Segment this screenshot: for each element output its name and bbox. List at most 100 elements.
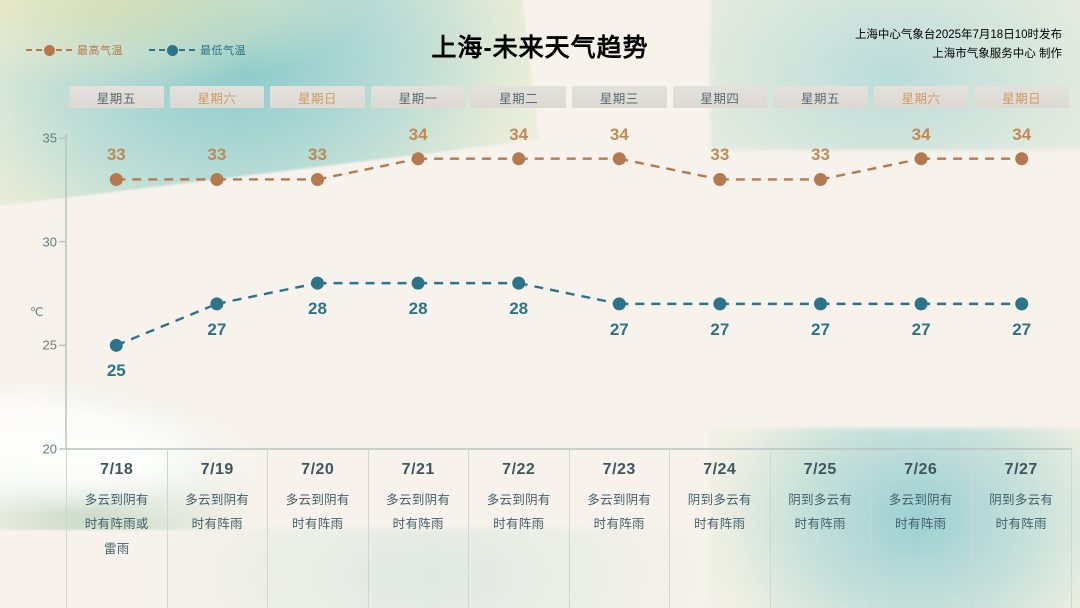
weekday-pill[interactable]: 星期六 xyxy=(873,86,969,108)
forecast-description-line: 时有阵雨或 xyxy=(84,517,149,532)
forecast-description: 多云到阴有 时有阵雨 xyxy=(578,488,662,537)
data-point-marker[interactable] xyxy=(109,338,123,352)
forecast-date: 7/20 xyxy=(301,461,335,478)
data-point-marker[interactable] xyxy=(512,276,526,290)
series-segment xyxy=(619,157,721,181)
forecast-day-cell[interactable]: 7/20 多云到阴有 时有阵雨 xyxy=(267,449,368,608)
issue-time-text: 上海中心气象台2025年7月18日10时发布 xyxy=(854,29,1062,41)
forecast-date: 7/18 xyxy=(100,461,134,478)
data-point-marker[interactable] xyxy=(1015,152,1029,166)
data-point-label: 33 xyxy=(710,145,730,165)
weekday-pill[interactable]: 星期五 xyxy=(69,86,164,108)
forecast-description-line: 时有阵雨 xyxy=(191,517,243,532)
data-point-marker[interactable] xyxy=(612,297,626,311)
data-point-marker[interactable] xyxy=(210,297,224,311)
data-point-marker[interactable] xyxy=(109,172,123,186)
data-point-label: 33 xyxy=(308,145,327,165)
forecast-day-cell[interactable]: 7/18 多云到阴有时有阵雨或雷雨 xyxy=(66,449,167,608)
forecast-day-cell[interactable]: 7/21 多云到阴有时有阵雨 xyxy=(367,449,469,608)
data-point-label: 28 xyxy=(509,299,529,319)
data-point-label: 27 xyxy=(1012,319,1032,339)
y-axis-tick-label: 25 xyxy=(42,337,57,353)
data-point-label: 27 xyxy=(710,319,730,339)
forecast-date: 7/22 xyxy=(502,461,536,478)
series-segment xyxy=(820,157,922,181)
forecast-description: 多云到阴有 时有阵雨 xyxy=(176,488,260,537)
forecast-description: 阴到多云有 时有阵雨 xyxy=(779,488,863,537)
forecast-date: 7/21 xyxy=(401,461,435,478)
weekday-cell: 星期五 xyxy=(66,85,167,109)
weekday-pill[interactable]: 星期六 xyxy=(169,86,265,108)
y-axis-unit-label: ℃ xyxy=(30,305,44,319)
weekday-pill[interactable]: 星期四 xyxy=(672,86,768,108)
weekday-cell: 星期二 xyxy=(468,85,569,109)
data-point-marker[interactable] xyxy=(814,297,827,311)
forecast-description-line: 雷雨 xyxy=(103,541,130,556)
data-point-label: 28 xyxy=(308,299,327,319)
data-point-marker[interactable] xyxy=(210,172,224,186)
forecast-description-line: 多云到阴有 xyxy=(185,493,250,507)
forecast-description-line: 阴到多云有 xyxy=(989,493,1054,507)
data-point-marker[interactable] xyxy=(814,172,827,186)
data-point-label: 33 xyxy=(207,145,227,165)
data-point-marker[interactable] xyxy=(411,152,425,166)
data-point-label: 34 xyxy=(509,124,529,144)
weekday-pill-row: 星期五 星期六 星期日 星期一 星期二 星期三 星期四 星期五 星期六 星期日 xyxy=(66,85,1072,109)
forecast-date: 7/25 xyxy=(803,461,837,478)
forecast-description-line: 多云到阴有 xyxy=(888,493,953,507)
forecast-day-cell[interactable]: 7/25 阴到多云有时有阵雨 xyxy=(769,449,871,608)
forecast-description-line: 阴到多云有 xyxy=(788,493,853,507)
forecast-description-line: 时有阵雨 xyxy=(292,517,344,532)
weekday-pill[interactable]: 星期日 xyxy=(270,86,365,108)
series-segment xyxy=(518,281,620,306)
weekday-pill[interactable]: 星期三 xyxy=(571,86,667,108)
y-axis-tick-label: 30 xyxy=(42,234,57,250)
forecast-description-line: 时有阵雨 xyxy=(392,517,444,532)
data-point-marker[interactable] xyxy=(713,297,727,311)
forecast-description-line: 多云到阴有 xyxy=(386,493,451,507)
forecast-day-cell[interactable]: 7/23 多云到阴有 时有阵雨 xyxy=(568,449,670,608)
series-segment xyxy=(216,281,318,306)
forecast-day-cell[interactable]: 7/22 多云到阴有 时有阵雨 xyxy=(468,449,569,608)
forecast-day-cell[interactable]: 7/26 多云到阴有时有阵雨 xyxy=(870,449,971,608)
data-point-label: 27 xyxy=(811,319,830,339)
forecast-description-line: 多云到阴有 xyxy=(587,493,652,507)
data-point-marker[interactable] xyxy=(311,172,324,186)
forecast-date: 7/24 xyxy=(703,461,737,478)
data-point-marker[interactable] xyxy=(612,152,626,166)
weekday-pill[interactable]: 星期二 xyxy=(471,86,566,108)
series-segment xyxy=(317,157,419,181)
data-point-marker[interactable] xyxy=(914,152,928,166)
weekday-pill[interactable]: 星期一 xyxy=(370,86,466,108)
forecast-day-cell[interactable]: 7/24 阴到多云有 时有阵雨 xyxy=(669,449,770,608)
issuer-metadata: 上海中心气象台2025年7月18日10时发布 上海市气象服务中心 制作 xyxy=(855,26,1062,64)
data-point-label: 28 xyxy=(408,299,428,319)
data-point-marker[interactable] xyxy=(512,152,526,166)
weekday-pill[interactable]: 星期日 xyxy=(974,86,1069,108)
forecast-description: 多云到阴有时有阵雨或雷雨 xyxy=(75,488,159,561)
forecast-description-line: 多云到阴有 xyxy=(84,493,149,507)
data-point-marker[interactable] xyxy=(1015,297,1029,311)
forecast-description: 多云到阴有 时有阵雨 xyxy=(879,488,963,537)
data-point-marker[interactable] xyxy=(411,276,425,290)
forecast-description: 多云到阴有 时有阵雨 xyxy=(377,488,461,537)
forecast-day-cell[interactable]: 7/19 多云到阴有 时有阵雨 xyxy=(166,449,268,608)
data-point-label: 27 xyxy=(609,319,629,339)
data-point-label: 33 xyxy=(106,145,126,165)
forecast-description-line: 时有阵雨 xyxy=(995,517,1047,532)
weekday-cell: 星期六 xyxy=(167,85,268,109)
forecast-day-cell[interactable]: 7/27 阴到多云有时有阵雨 xyxy=(970,449,1072,608)
data-point-marker[interactable] xyxy=(914,297,928,311)
series-segment xyxy=(115,302,218,347)
forecast-description: 阴到多云有 时有阵雨 xyxy=(678,488,762,537)
data-point-marker[interactable] xyxy=(311,276,324,290)
weekday-cell: 星期日 xyxy=(971,85,1072,109)
forecast-date: 7/26 xyxy=(904,461,938,478)
forecast-date: 7/27 xyxy=(1004,461,1038,478)
forecast-description-line: 时有阵雨 xyxy=(895,517,947,532)
data-point-marker[interactable] xyxy=(713,172,727,186)
data-point-label: 34 xyxy=(1012,124,1032,144)
weekday-pill[interactable]: 星期五 xyxy=(773,86,868,108)
forecast-description-line: 时有阵雨 xyxy=(794,517,846,532)
